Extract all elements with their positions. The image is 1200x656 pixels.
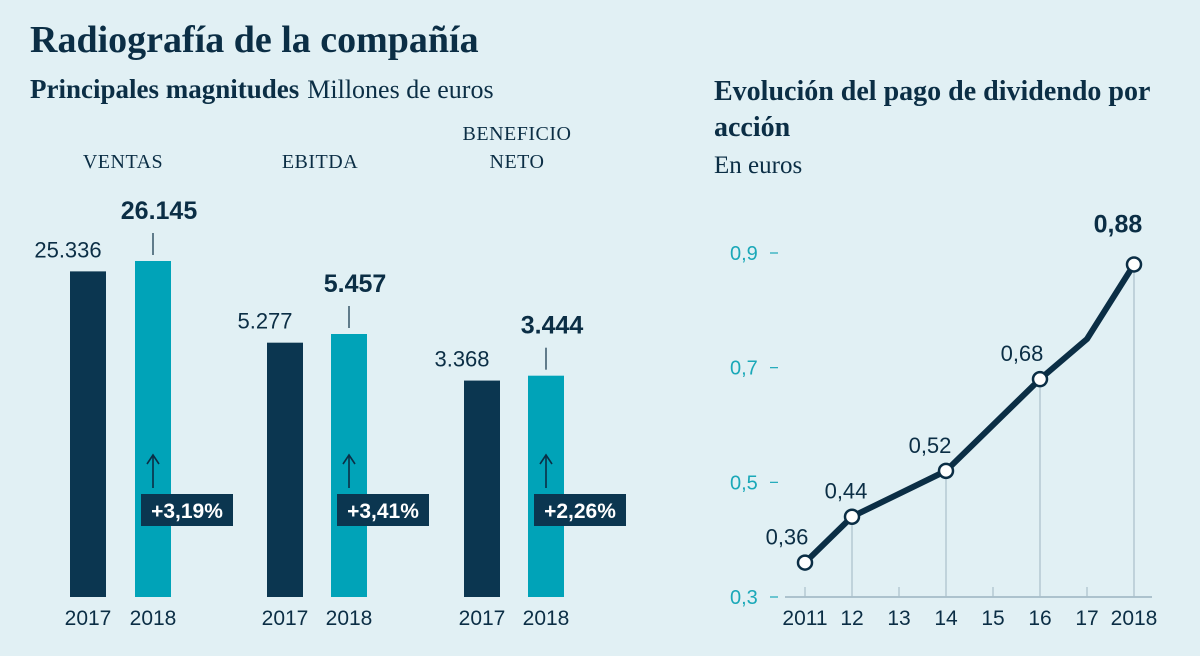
data-point <box>796 554 814 571</box>
year-label-2017: 2017 <box>65 607 112 630</box>
year-label-2018: 2018 <box>130 607 177 630</box>
right-chart-title: Evolución del pago de dividendo por acci… <box>714 76 1150 143</box>
data-point-label: 0,88 <box>1094 210 1143 238</box>
change-badge <box>534 494 626 526</box>
y-tick-label: 0,9 <box>730 243 758 265</box>
change-label: +2,26% <box>544 500 616 523</box>
x-tick-label: 16 <box>1028 607 1051 630</box>
category-label: VENTAS <box>83 151 163 173</box>
year-label-2018: 2018 <box>523 607 570 630</box>
value-label-2018: 26.145 <box>121 197 198 225</box>
value-label-2017: 3.368 <box>434 347 489 372</box>
x-tick-label: 2018 <box>1111 607 1158 630</box>
x-tick-label: 17 <box>1075 607 1098 630</box>
bar-2017 <box>464 380 500 597</box>
value-label-2018: 3.444 <box>521 312 584 340</box>
data-point-label: 0,36 <box>766 525 809 550</box>
left-subtitle: Principales magnitudes Millones de euros <box>30 74 494 105</box>
x-tick-label: 12 <box>840 607 863 630</box>
data-point <box>1031 370 1049 388</box>
data-point-label: 0,68 <box>1001 341 1044 366</box>
change-badge <box>141 494 233 526</box>
data-point <box>937 462 955 480</box>
data-point-label: 0,44 <box>825 479 868 504</box>
value-label-2018: 5.457 <box>324 270 387 298</box>
value-label-2017: 5.277 <box>237 309 292 334</box>
y-tick-label: 0,3 <box>730 587 758 609</box>
bar-2018 <box>135 260 171 597</box>
y-tick-label: 0,7 <box>730 358 758 380</box>
year-label-2018: 2018 <box>326 607 373 630</box>
bar-2017 <box>70 271 106 597</box>
category-label: NETO <box>490 151 545 173</box>
page-title: Radiografía de la compañía <box>30 19 479 61</box>
up-arrow-head-icon <box>342 453 356 465</box>
data-point-label: 0,52 <box>909 433 952 458</box>
right-chart-unit: En euros <box>714 152 803 179</box>
change-label: +3,41% <box>347 500 419 523</box>
category-label: EBITDA <box>282 151 358 173</box>
up-arrow-head-icon <box>146 453 160 465</box>
data-point <box>843 508 861 525</box>
up-arrow-head-icon <box>539 453 553 465</box>
subtitle-main: Principales magnitudes <box>30 74 300 104</box>
year-label-2017: 2017 <box>262 607 309 630</box>
subtitle-unit: Millones de euros <box>307 75 494 104</box>
x-tick-label: 2011 <box>782 607 827 630</box>
change-badge <box>337 494 429 526</box>
x-tick-label: 15 <box>981 607 1004 630</box>
x-tick-label: 13 <box>887 607 910 630</box>
dividend-series-line <box>802 261 1137 566</box>
value-label-2017: 25.336 <box>34 237 101 262</box>
year-label-2017: 2017 <box>459 607 506 630</box>
x-tick-label: 14 <box>934 607 958 630</box>
category-label: BENEFICIO <box>463 123 572 145</box>
y-tick-label: 0,5 <box>730 472 758 494</box>
bar-2017 <box>267 342 303 597</box>
data-point <box>1125 256 1143 273</box>
change-label: +3,19% <box>151 500 223 523</box>
